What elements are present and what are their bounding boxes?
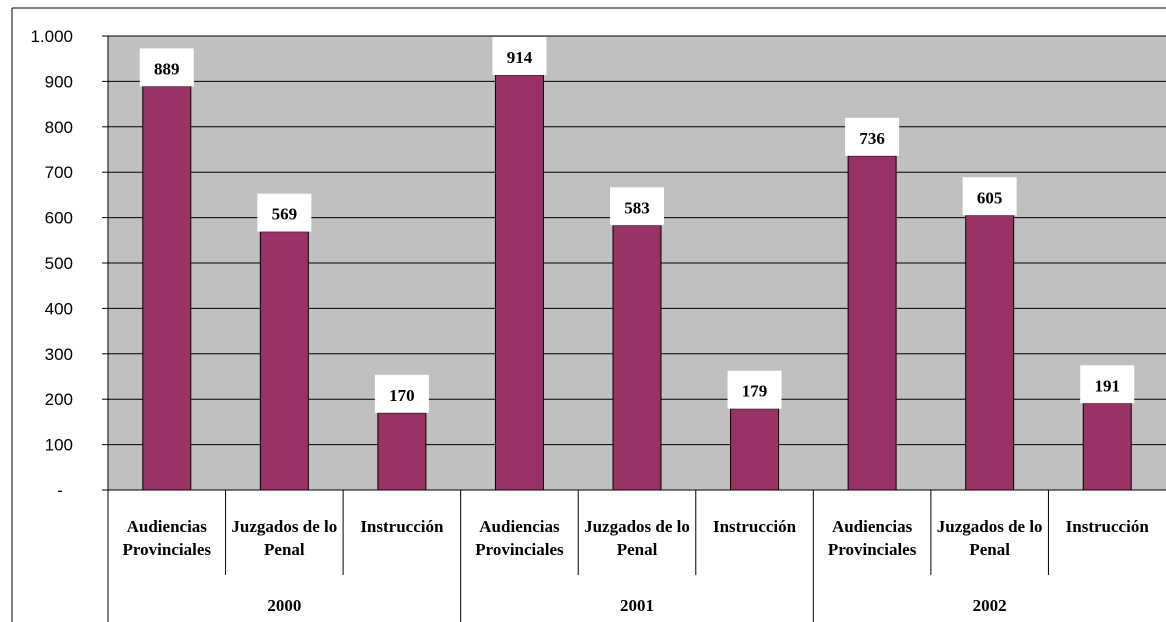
data-label-box <box>962 177 1017 216</box>
bar <box>612 224 662 491</box>
y-tick-label: 700 <box>45 163 73 182</box>
x-category-label: Audiencias <box>832 517 913 536</box>
bar <box>377 412 427 491</box>
bar <box>847 155 897 491</box>
bar <box>142 85 192 491</box>
y-tick-label: 400 <box>45 299 73 318</box>
y-tick-label: 800 <box>45 118 73 137</box>
data-label-box <box>610 187 664 226</box>
y-tick-label: - <box>57 481 63 500</box>
data-label: 914 <box>507 48 533 67</box>
data-label-box <box>374 374 429 413</box>
y-tick-label: 300 <box>45 345 73 364</box>
data-label-box <box>1080 365 1135 404</box>
axes: - 100 200 300 400 500 600 700 800 900 1.000 Audienc… <box>11 7 1166 622</box>
data-label: 583 <box>624 198 650 217</box>
data-label: 170 <box>389 386 415 405</box>
x-category-label: Provinciales <box>828 540 917 559</box>
x-category-label: Juzgados de lo <box>584 517 690 536</box>
x-category-label: Juzgados de lo <box>937 517 1043 536</box>
x-category-label: Instrucción <box>360 517 444 536</box>
x-group-label: 2001 <box>620 596 654 615</box>
data-label: 605 <box>977 188 1003 207</box>
data-label-box <box>492 37 547 76</box>
bar <box>1082 402 1132 491</box>
data-label: 889 <box>154 59 180 78</box>
bar <box>730 408 780 491</box>
data-labels: 889 569 170 914 583 179 736 605 191 <box>139 37 1135 413</box>
data-label: 736 <box>859 129 885 148</box>
x-category-label: Audiencias <box>479 517 560 536</box>
data-label: 179 <box>742 382 768 401</box>
bar <box>494 74 544 491</box>
x-category-label: Provinciales <box>475 540 564 559</box>
x-category-label: Penal <box>264 540 305 559</box>
data-label-box <box>845 117 900 156</box>
y-tick-label: 900 <box>45 72 73 91</box>
data-label-box <box>257 193 312 232</box>
bar <box>965 214 1015 491</box>
data-label-box <box>139 48 194 87</box>
bar <box>259 231 309 491</box>
x-category-label: Audiencias <box>127 517 208 536</box>
data-label-box <box>727 370 782 409</box>
x-category-label: Juzgados de lo <box>231 517 337 536</box>
y-tick-label: 600 <box>45 209 73 228</box>
x-category-label: Provinciales <box>123 540 212 559</box>
y-tick-label: 200 <box>45 390 73 409</box>
data-label: 569 <box>272 205 298 224</box>
x-category-label: Instrucción <box>1066 517 1150 536</box>
x-category-label: Instrucción <box>713 517 797 536</box>
y-tick-label: 100 <box>45 436 73 455</box>
x-category-label: Penal <box>969 540 1010 559</box>
bars <box>142 74 1132 491</box>
x-group-label: 2002 <box>973 596 1007 615</box>
x-group-label: 2000 <box>267 596 301 615</box>
x-category-label: Penal <box>617 540 658 559</box>
y-tick-label: 500 <box>45 254 73 273</box>
y-tick-label: 1.000 <box>30 27 73 46</box>
data-label: 191 <box>1094 376 1120 395</box>
